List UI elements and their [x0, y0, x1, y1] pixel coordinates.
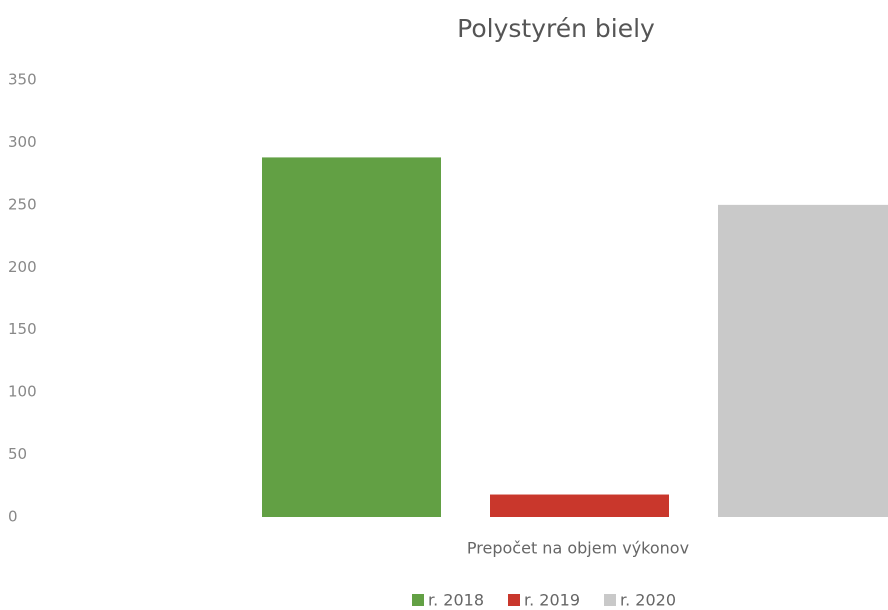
y-tick-label: 350	[8, 71, 37, 89]
y-tick-label: 150	[8, 320, 37, 338]
bar	[490, 494, 669, 517]
y-tick-label: 50	[8, 445, 27, 463]
y-tick-label: 300	[8, 133, 37, 151]
legend-swatch	[412, 594, 424, 606]
y-tick-label: 200	[8, 258, 37, 276]
legend-swatch	[604, 594, 616, 606]
y-tick-label: 0	[8, 508, 18, 526]
bar	[718, 204, 888, 517]
legend-label: r. 2018	[428, 591, 484, 610]
legend-label: r. 2019	[524, 591, 580, 610]
y-tick-label: 100	[8, 383, 37, 401]
bar	[262, 157, 441, 517]
chart-title: Polystyrén biely	[457, 14, 655, 43]
y-tick-label: 250	[8, 195, 37, 213]
x-tick-label: Prepočet na objem výkonov	[467, 539, 689, 558]
legend-label: r. 2020	[620, 591, 676, 610]
legend-swatch	[508, 594, 520, 606]
